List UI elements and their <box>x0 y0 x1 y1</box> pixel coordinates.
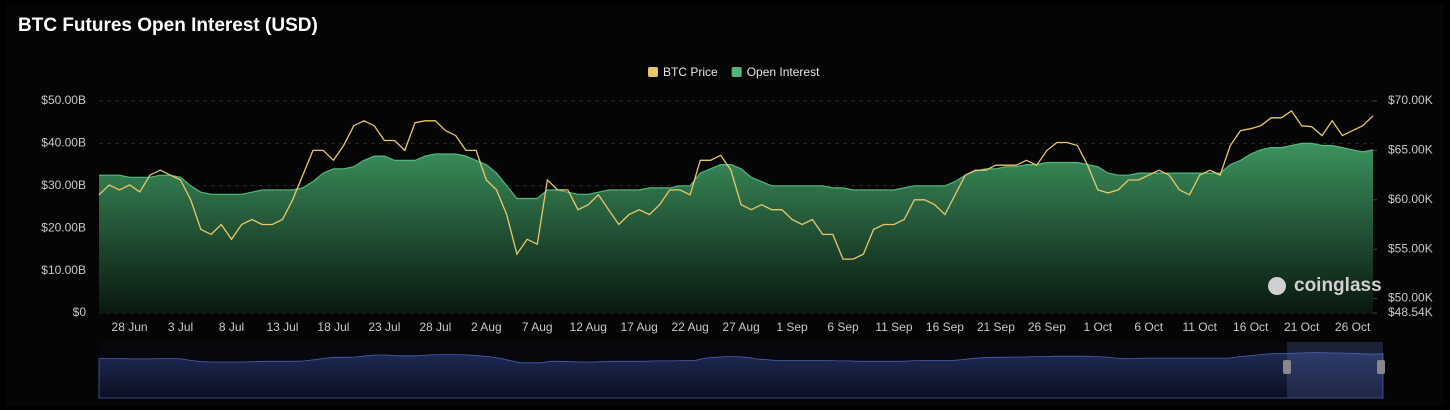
y-tick-label: $20.00B <box>41 220 86 234</box>
x-tick-label: 7 Aug <box>522 320 553 334</box>
x-tick-label: 16 Sep <box>926 320 964 334</box>
y2-tick-label: $55.00K <box>1388 241 1433 255</box>
navigator-handle <box>1283 360 1291 374</box>
y2-tick-label: $65.00K <box>1388 143 1433 157</box>
x-tick-label: 16 Oct <box>1233 320 1269 334</box>
navigator-area <box>98 352 1384 399</box>
x-tick-label: 12 Aug <box>570 320 607 334</box>
x-tick-label: 13 Jul <box>266 320 298 334</box>
area-fill <box>99 143 1373 313</box>
x-tick-label: 26 Sep <box>1028 320 1066 334</box>
area-line <box>99 142 1374 200</box>
x-tick-label: 3 Jul <box>168 320 193 334</box>
y-tick-label: $50.00B <box>41 93 86 107</box>
x-tick-label: 2 Aug <box>471 320 502 334</box>
legend-label: BTC Price <box>663 65 718 79</box>
y-tick-label: $0 <box>73 305 87 319</box>
x-tick-label: 1 Sep <box>776 320 808 334</box>
x-tick-label: 6 Oct <box>1134 320 1163 334</box>
legend-swatch <box>648 67 658 77</box>
legend-label: Open Interest <box>747 65 820 79</box>
x-tick-label: 27 Aug <box>722 320 759 334</box>
x-tick-label: 18 Jul <box>317 320 349 334</box>
x-tick-label: 23 Jul <box>368 320 400 334</box>
x-tick-label: 1 Oct <box>1083 320 1112 334</box>
y2-tick-label: $70.00K <box>1388 93 1433 107</box>
x-tick-label: 6 Sep <box>827 320 859 334</box>
x-tick-label: 21 Sep <box>977 320 1015 334</box>
navigator-handle <box>1377 360 1385 374</box>
y2-tick-label: $48.54K <box>1388 305 1433 319</box>
navigator-window <box>1287 342 1383 398</box>
watermark-icon <box>1268 277 1286 295</box>
y-tick-label: $10.00B <box>41 263 86 277</box>
x-tick-label: 21 Oct <box>1284 320 1320 334</box>
price-line <box>98 110 1374 260</box>
x-tick-label: 28 Jun <box>112 320 148 334</box>
chart-title: BTC Futures Open Interest (USD) <box>18 15 318 36</box>
y2-tick-label: $50.00K <box>1388 291 1433 305</box>
legend-swatch <box>731 67 742 77</box>
x-tick-label: 28 Jul <box>419 320 451 334</box>
y-tick-label: $30.00B <box>41 178 86 192</box>
x-tick-label: 26 Oct <box>1335 320 1371 334</box>
watermark: coinglass <box>1294 275 1382 296</box>
x-tick-label: 22 Aug <box>671 320 708 334</box>
y-tick-label: $40.00B <box>41 136 86 150</box>
y2-tick-label: $60.00K <box>1388 192 1433 206</box>
x-tick-label: 11 Oct <box>1183 320 1218 334</box>
x-tick-label: 8 Jul <box>219 320 244 334</box>
x-tick-label: 11 Sep <box>875 320 912 334</box>
x-tick-label: 17 Aug <box>620 320 657 334</box>
